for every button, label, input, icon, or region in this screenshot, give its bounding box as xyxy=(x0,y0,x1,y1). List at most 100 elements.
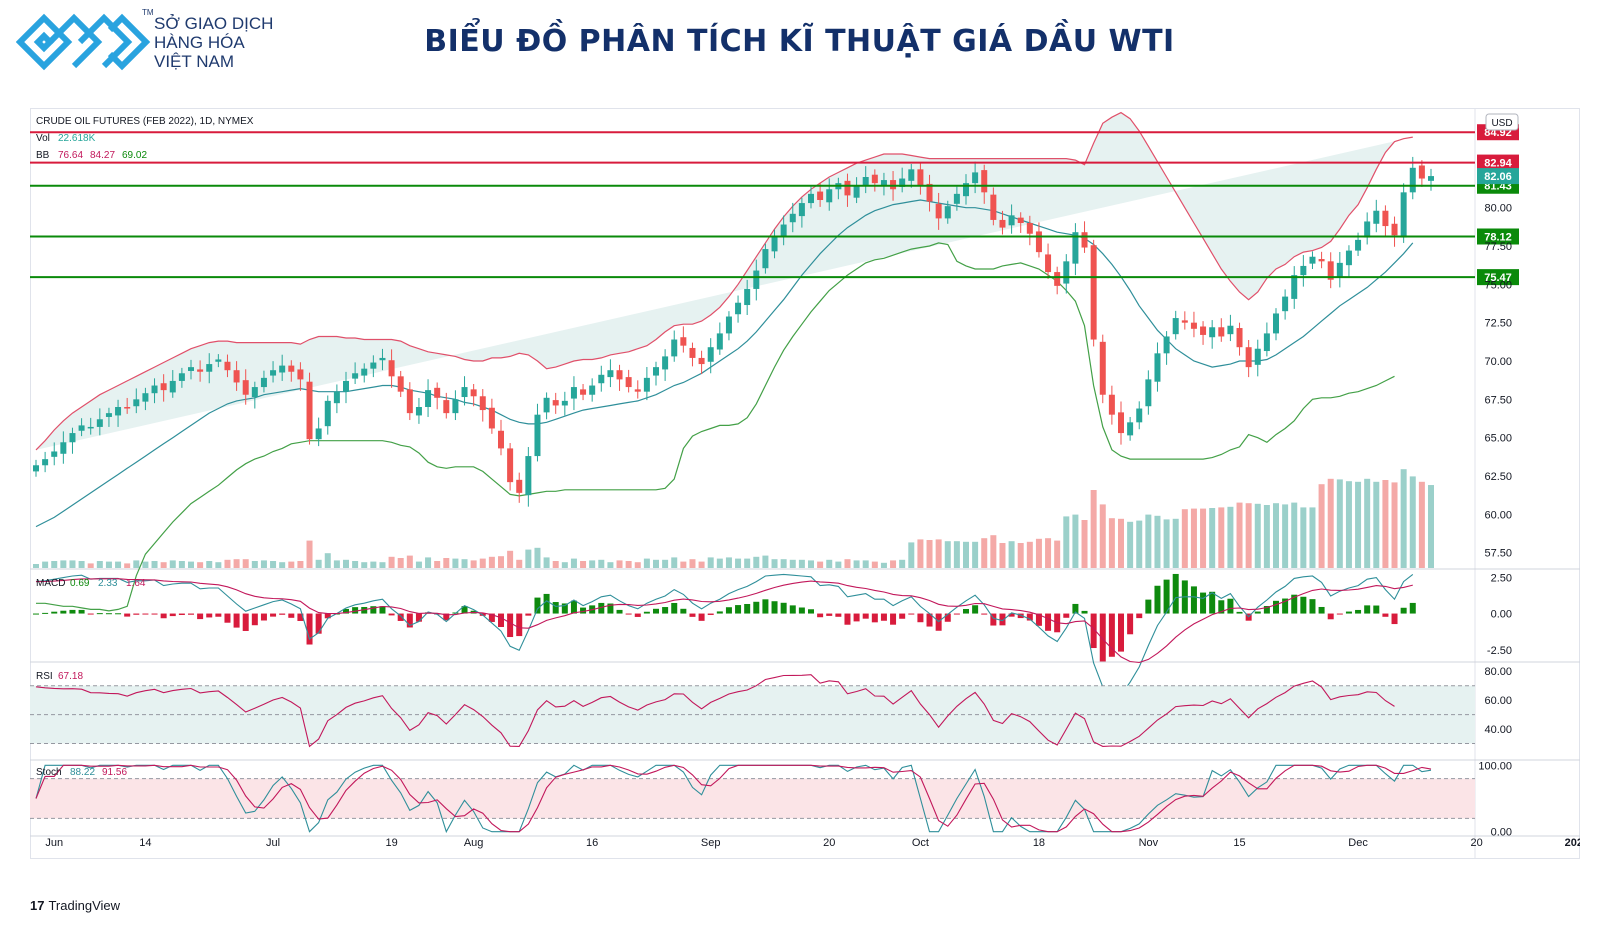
candle-body xyxy=(1172,318,1179,335)
volume-bar xyxy=(963,541,969,568)
volume-bar xyxy=(388,556,395,568)
candle-body xyxy=(361,368,368,376)
rsi-tick-label: 40.00 xyxy=(1484,724,1512,736)
level-label-box xyxy=(1477,228,1519,245)
macd-histogram-bar xyxy=(1017,613,1024,619)
candle-body xyxy=(1099,341,1106,395)
candle-body xyxy=(1300,265,1307,276)
volume-bar xyxy=(862,560,869,568)
candle-body xyxy=(1054,272,1061,286)
candle-body xyxy=(543,397,550,413)
candle-body xyxy=(1017,217,1024,223)
candle-body xyxy=(926,183,933,202)
volume-bar xyxy=(87,563,94,568)
volume-bar xyxy=(461,559,468,568)
macd-histogram-bar xyxy=(516,613,523,637)
candle-body xyxy=(315,428,322,440)
macd-histogram-bar xyxy=(607,603,614,614)
candle-body xyxy=(570,387,577,399)
macd-histogram-bar xyxy=(1291,594,1298,614)
bb-basis-line xyxy=(35,199,1414,528)
chart-svg[interactable]: 84.9282.9481.4378.1275.4782.0680.0077.50… xyxy=(30,108,1580,888)
volume-bar xyxy=(1282,504,1289,568)
candle-body xyxy=(862,177,869,187)
currency-label: USD xyxy=(1491,118,1512,129)
candle-body xyxy=(1090,245,1097,340)
candle-body xyxy=(762,249,769,269)
macd-histogram-bar xyxy=(1172,573,1179,614)
volume-bar xyxy=(470,560,477,568)
macd-histogram-bar xyxy=(680,608,687,614)
level-label-78.12: 78.12 xyxy=(1484,231,1512,243)
macd-histogram-bar xyxy=(534,597,541,614)
volume-bar xyxy=(370,561,377,568)
macd-histogram-bar xyxy=(1254,611,1261,614)
time-tick-Nov: Nov xyxy=(1139,837,1159,849)
volume-bar xyxy=(1263,505,1270,568)
macd-histogram-bar xyxy=(78,609,85,614)
candle-body xyxy=(625,377,632,388)
macd-tick-label: -2.50 xyxy=(1487,645,1512,657)
macd-histogram-bar xyxy=(33,613,39,615)
candle-body xyxy=(206,364,213,372)
time-tick-16: 16 xyxy=(586,837,598,849)
candle-body xyxy=(498,430,504,449)
macd-histogram-bar xyxy=(215,613,222,617)
candle-body xyxy=(707,347,714,362)
volume-bar xyxy=(1099,504,1106,568)
macd-histogram-bar xyxy=(817,613,824,618)
volume-bar xyxy=(917,539,924,568)
volume-bar xyxy=(1136,520,1143,568)
page-title: BIỂU ĐỒ PHÂN TÍCH KĨ THUẬT GIÁ DẦU WTI xyxy=(424,24,1175,59)
candle-body xyxy=(990,194,997,220)
candle-body xyxy=(452,399,459,414)
time-tick-15: 15 xyxy=(1233,837,1245,849)
candle-body xyxy=(534,414,541,457)
volume-bar xyxy=(60,560,67,568)
candle-body xyxy=(333,391,340,404)
volume-bar xyxy=(926,540,933,568)
macd-histogram-bar xyxy=(233,613,240,628)
volume-bar xyxy=(78,561,85,568)
candle-body xyxy=(352,373,359,379)
macd-histogram-bar xyxy=(124,613,131,617)
volume-bar xyxy=(607,562,614,568)
macd-histogram-bar xyxy=(1218,600,1225,614)
macd-histogram-bar xyxy=(899,613,906,619)
legend-bb-upper: 84.27 xyxy=(90,150,115,161)
macd-histogram-bar xyxy=(443,613,450,621)
macd-histogram-bar xyxy=(808,609,814,614)
macd-histogram-bar xyxy=(580,607,587,614)
volume-bar xyxy=(880,562,887,568)
macd-histogram-bar xyxy=(206,613,213,618)
candle-body xyxy=(780,224,787,237)
volume-bar xyxy=(315,559,322,568)
candle-body xyxy=(871,174,878,184)
macd-histogram-bar xyxy=(406,613,413,628)
macd-histogram-bar xyxy=(1163,579,1170,614)
volume-bar xyxy=(725,557,732,568)
volume-bar xyxy=(206,561,213,568)
time-tick-18: 18 xyxy=(1033,837,1045,849)
macd-histogram-bar xyxy=(87,613,94,615)
candle-body xyxy=(488,407,495,429)
time-tick-Jun: Jun xyxy=(45,837,63,849)
volume-bar xyxy=(1163,519,1170,568)
candle-body xyxy=(908,169,915,181)
candle-body xyxy=(1318,259,1325,262)
macd-histogram-bar xyxy=(1072,603,1079,614)
tradingview-chart[interactable]: 84.92 82.94 81.43 78.12 75.47 82.06 80.00 77.50… xyxy=(30,108,1580,888)
volume-bar xyxy=(279,562,286,568)
candle-body xyxy=(698,357,705,365)
candle-body xyxy=(260,377,267,388)
candle-body xyxy=(1108,394,1115,415)
rsi-line xyxy=(35,674,1395,748)
candle-body xyxy=(735,302,742,315)
candle-body xyxy=(689,347,696,358)
volume-bar xyxy=(853,560,860,568)
volume-bar xyxy=(1428,485,1434,568)
macd-histogram-bar xyxy=(753,601,760,614)
macd-histogram-bar xyxy=(762,599,769,614)
candle-body xyxy=(880,180,887,186)
volume-bar xyxy=(306,540,313,568)
